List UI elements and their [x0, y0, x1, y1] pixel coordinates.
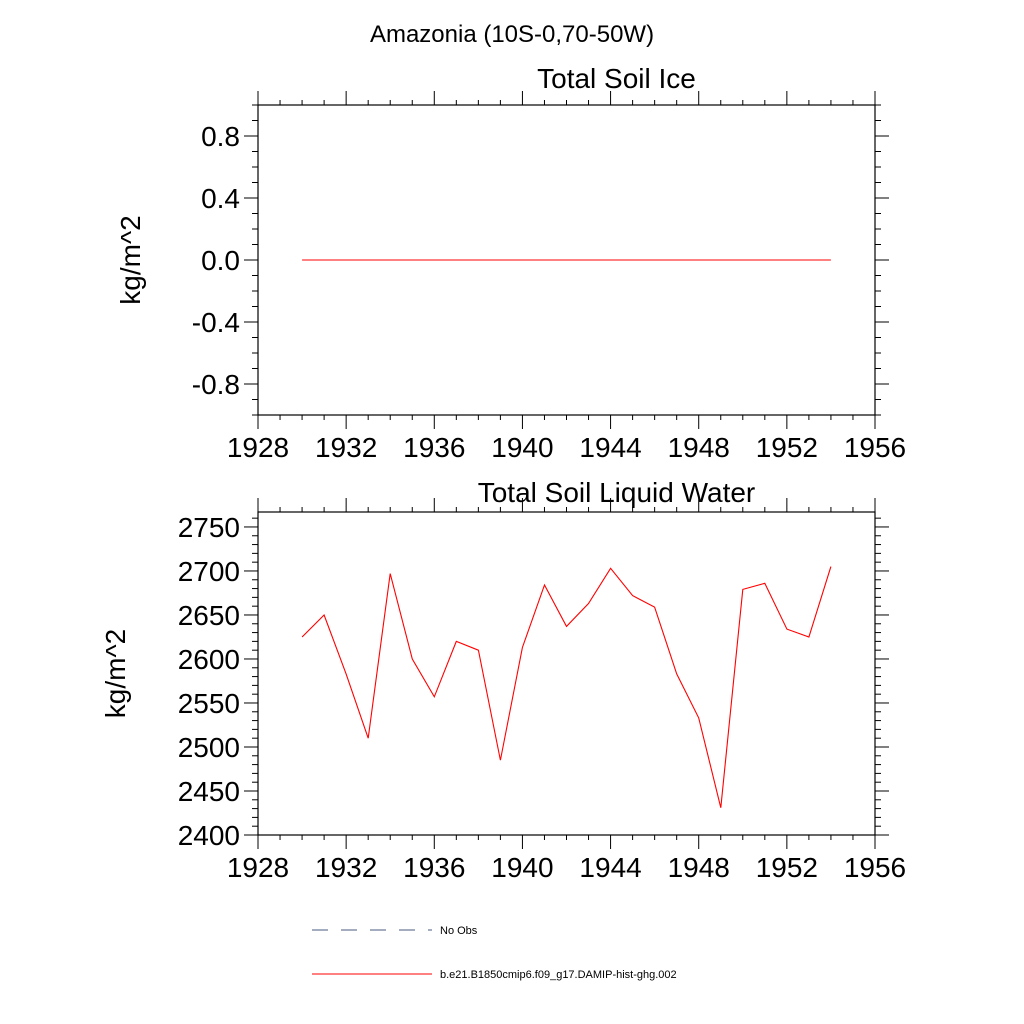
x-tick-label: 1952: [756, 852, 818, 883]
x-tick-label: 1952: [756, 432, 818, 463]
y-tick-label: 2450: [178, 776, 240, 807]
series-line: [301, 566, 832, 808]
legend: No Obs b.e21.B1850cmip6.f09_g17.DAMIP-hi…: [312, 925, 677, 981]
y-tick-label: -0.4: [192, 307, 240, 338]
y-tick-label: 0.4: [201, 183, 240, 214]
panel-total-soil-liquid-water: 1928 1932 1936 1940 1944 1948 1952 1956 2400 2450…: [100, 477, 906, 883]
x-tick-label: 1940: [491, 852, 553, 883]
x-tick-label: 1944: [579, 432, 641, 463]
y-tick-label: 0.8: [201, 121, 240, 152]
axes: 1928 1932 1936 1940 1944 1948 1952 1956 2400 2450…: [178, 498, 906, 883]
legend-label-model: b.e21.B1850cmip6.f09_g17.DAMIP-hist-ghg.…: [440, 969, 677, 981]
x-tick-label: 1944: [579, 852, 641, 883]
figure-title: Amazonia (10S-0,70-50W): [370, 21, 654, 48]
x-tick-label: 1928: [227, 432, 289, 463]
panel-total-soil-ice: 1928 1932 1936 1940 1944 1948 1952 1956 -0.8 -0.4…: [115, 63, 906, 463]
x-tick-label: 1956: [844, 852, 906, 883]
axes: 1928 1932 1936 1940 1944 1948 1952 1956 -0.8 -0.4…: [192, 91, 906, 463]
legend-label-no-obs: No Obs: [440, 925, 478, 937]
panel-title: Total Soil Ice: [537, 63, 696, 94]
y-tick-label: 2500: [178, 732, 240, 763]
y-tick-label: 2550: [178, 688, 240, 719]
x-tick-label: 1948: [668, 852, 730, 883]
x-tick-label: 1936: [403, 432, 465, 463]
x-tick-label: 1932: [315, 852, 377, 883]
x-tick-label: 1936: [403, 852, 465, 883]
y-axis-label: kg/m^2: [115, 215, 146, 304]
y-tick-label: 0.0: [201, 245, 240, 276]
y-tick-label: 2700: [178, 556, 240, 587]
x-tick-label: 1956: [844, 432, 906, 463]
y-tick-label: 2650: [178, 600, 240, 631]
y-tick-label: -0.8: [192, 369, 240, 400]
x-tick-label: 1928: [227, 852, 289, 883]
panel-title: Total Soil Liquid Water: [478, 477, 756, 508]
y-tick-label: 2400: [178, 820, 240, 851]
plot-frame: [257, 511, 876, 836]
y-axis-label: kg/m^2: [100, 629, 131, 718]
x-tick-label: 1948: [668, 432, 730, 463]
x-tick-label: 1932: [315, 432, 377, 463]
y-tick-label: 2600: [178, 644, 240, 675]
x-tick-label: 1940: [491, 432, 553, 463]
y-tick-label: 2750: [178, 512, 240, 543]
